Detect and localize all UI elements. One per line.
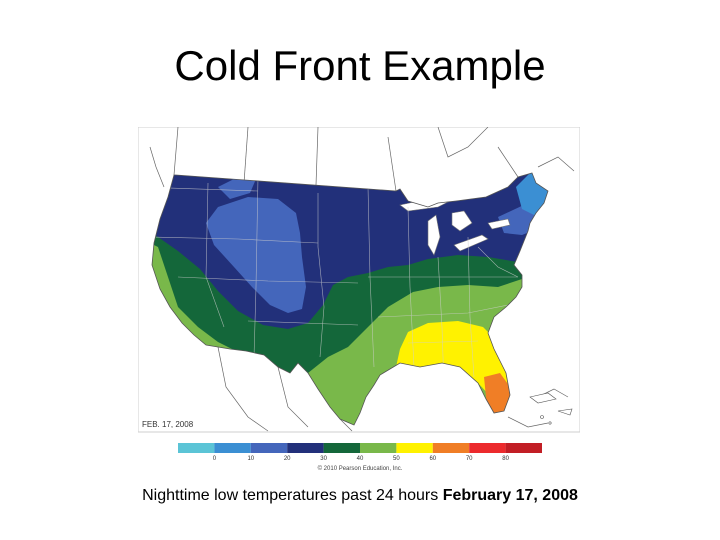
caribbean-islands: [529, 392, 573, 425]
us-outline: [151, 172, 549, 426]
legend-label: 70: [466, 456, 473, 462]
legend-label: 40: [357, 456, 364, 462]
slide-title: Cold Front Example: [174, 42, 546, 89]
zone-70s: [484, 373, 510, 417]
surrounding-borders: [149, 127, 575, 432]
legend-label: 50: [393, 456, 400, 462]
temperature-legend: 0 10 20 30 40 50 60 70 80 © 2010 Pearson Educati…: [176, 441, 544, 472]
zone-20s-plains: [206, 197, 306, 313]
lake-michigan: [427, 214, 441, 256]
legend-label: 80: [502, 456, 509, 462]
temperature-map: FEB. 17, 2008 0 10 20 30 40 50 60 70 80 © 2010 P…: [138, 127, 580, 472]
lake-ontario: [487, 218, 511, 230]
legend-swatch: [178, 443, 215, 453]
legend-swatch: [469, 443, 506, 453]
caption-date: February 17, 2008: [442, 487, 578, 504]
slide-caption: Nighttime low temperatures past 24 hours…: [0, 487, 720, 505]
state-boundaries: [152, 176, 519, 388]
copyright-notice: © 2010 Pearson Education, Inc.: [318, 465, 403, 472]
zone-20s-north: [218, 175, 256, 199]
legend-labels: 0 10 20 30 40 50 60 70 80: [213, 456, 510, 462]
legend-swatch: [287, 443, 324, 453]
legend-swatch: [396, 443, 433, 453]
legend-swatches: [178, 443, 542, 453]
legend-label: 20: [284, 456, 291, 462]
legend-swatch: [360, 443, 397, 453]
map-date-label: FEB. 17, 2008: [142, 420, 194, 429]
legend-swatch: [250, 443, 288, 453]
legend-swatch: [432, 443, 470, 453]
temperature-map-figure: FEB. 17, 2008 0 10 20 30 40 50 60 70 80 © 2010 P…: [138, 127, 580, 472]
legend-label: 0: [213, 456, 217, 462]
legend-swatch: [214, 443, 251, 453]
legend-swatch: [323, 443, 360, 453]
zone-60s: [396, 321, 510, 411]
caption-text: Nighttime low temperatures past 24 hours: [142, 487, 443, 504]
lake-erie: [453, 234, 489, 252]
legend-label: 60: [429, 456, 436, 462]
legend-swatch: [505, 443, 542, 453]
legend-label: 10: [247, 456, 254, 462]
lake-huron: [451, 210, 473, 232]
legend-label: 30: [320, 456, 327, 462]
